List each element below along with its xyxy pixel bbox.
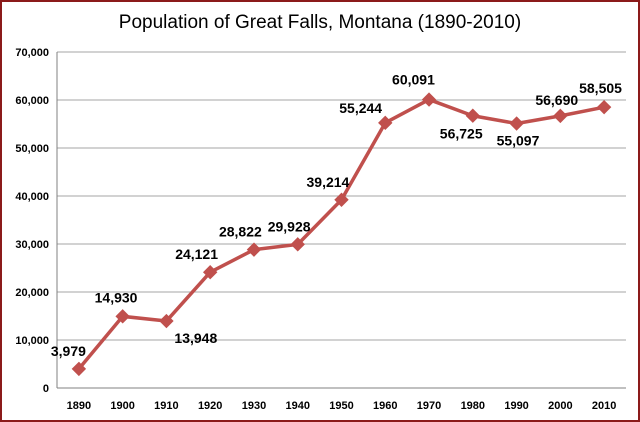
data-point — [71, 361, 87, 377]
data-label: 24,121 — [175, 246, 218, 262]
data-point — [596, 99, 612, 115]
y-tick-label: 70,000 — [15, 47, 49, 59]
x-tick-label: 1900 — [110, 400, 134, 412]
y-tick-label: 0 — [43, 383, 49, 395]
x-tick-label: 1920 — [198, 400, 222, 412]
data-label: 55,244 — [339, 100, 382, 116]
data-label: 56,725 — [440, 126, 483, 142]
y-tick-label: 40,000 — [15, 191, 49, 203]
chart-title: Population of Great Falls, Montana (1890… — [118, 12, 522, 33]
data-point — [246, 242, 262, 257]
data-label: 55,097 — [497, 133, 540, 149]
x-tick-label: 2000 — [548, 400, 572, 412]
data-point — [290, 237, 305, 252]
x-tick-label: 2010 — [592, 400, 616, 412]
data-label: 3,979 — [51, 343, 86, 359]
data-point — [509, 116, 524, 131]
data-label: 29,928 — [268, 218, 311, 234]
y-tick-label: 20,000 — [15, 287, 49, 299]
data-point — [553, 108, 568, 124]
data-point — [421, 92, 437, 107]
data-label: 13,948 — [174, 330, 217, 346]
data-point — [378, 115, 393, 131]
data-point — [465, 108, 481, 123]
x-tick-label: 1980 — [461, 400, 485, 412]
x-tick-label: 1930 — [242, 400, 266, 412]
y-tick-label: 30,000 — [15, 239, 49, 251]
y-tick-label: 10,000 — [15, 335, 49, 347]
x-tick-label: 1910 — [154, 400, 178, 412]
data-label: 60,091 — [392, 72, 435, 88]
data-label: 58,505 — [579, 80, 622, 96]
x-tick-label: 1960 — [373, 400, 397, 412]
x-tick-label: 1950 — [329, 400, 353, 412]
data-label: 14,930 — [95, 289, 138, 305]
x-tick-label: 1940 — [285, 400, 309, 412]
data-label: 56,690 — [535, 92, 578, 108]
data-label: 39,214 — [307, 174, 350, 190]
y-tick-label: 50,000 — [15, 143, 49, 155]
data-label: 28,822 — [219, 224, 262, 240]
data-point — [202, 265, 218, 280]
x-tick-label: 1990 — [504, 400, 528, 412]
y-tick-label: 60,000 — [15, 95, 49, 107]
x-tick-label: 1970 — [417, 400, 441, 412]
data-point — [334, 192, 349, 207]
data-point — [115, 309, 130, 324]
x-tick-label: 1890 — [67, 400, 91, 412]
data-point — [159, 313, 174, 329]
